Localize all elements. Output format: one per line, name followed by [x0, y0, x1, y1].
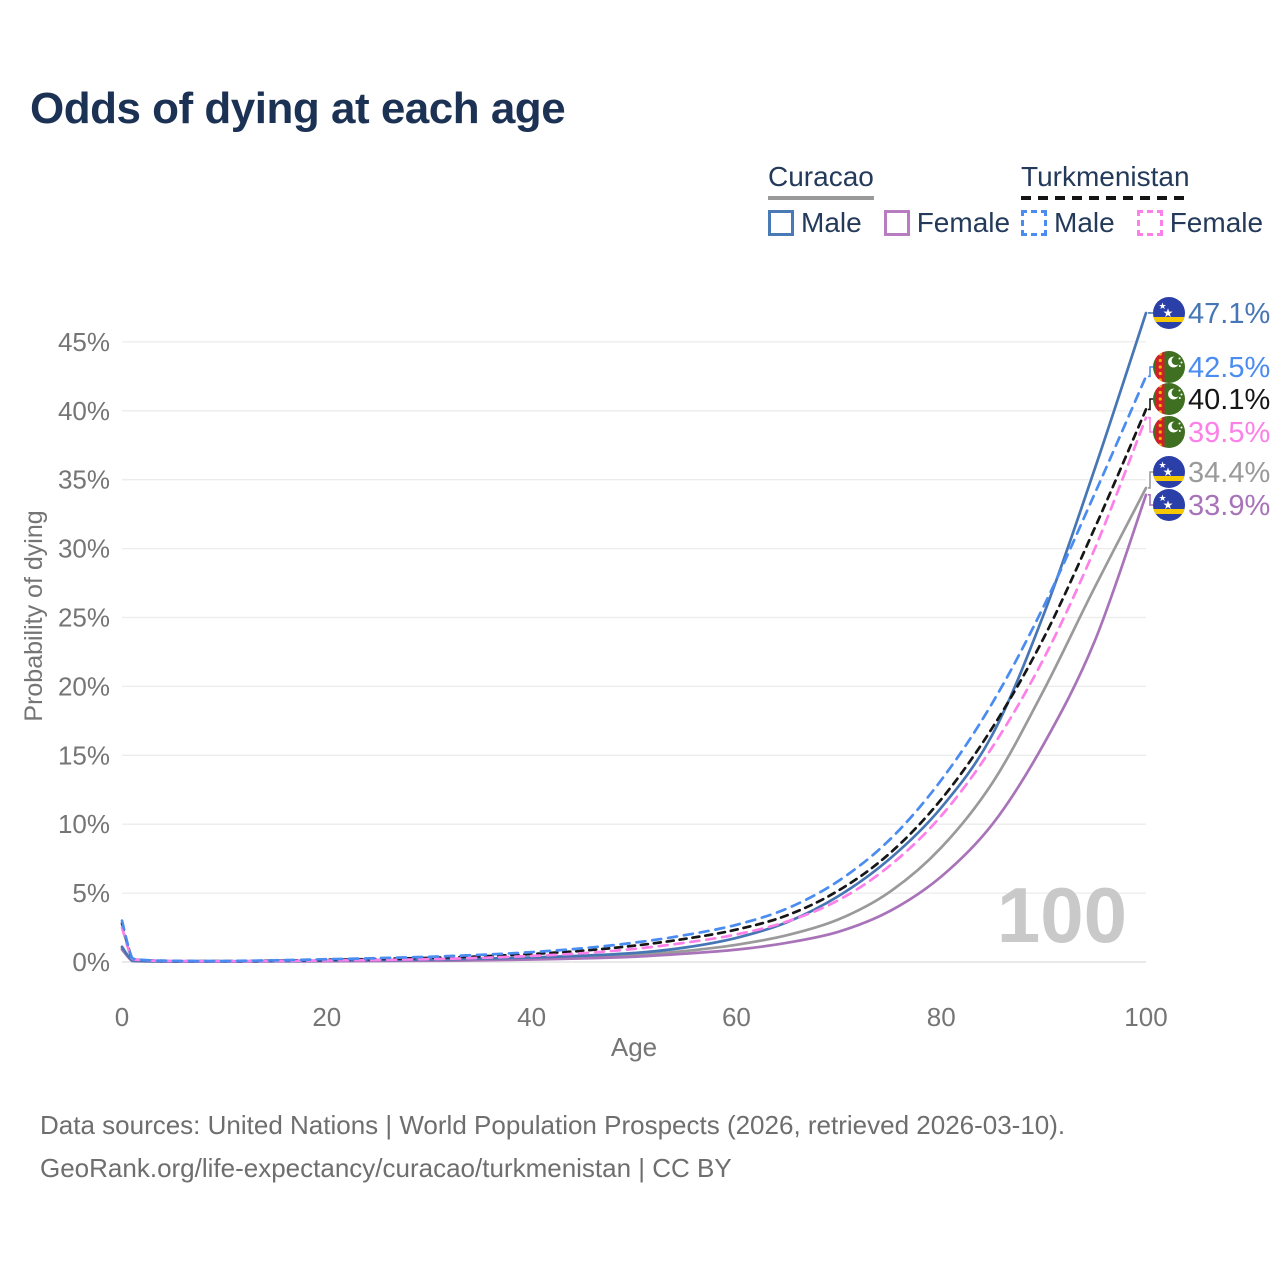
series-line-turkmenistan-male	[120, 375, 1148, 963]
age-watermark: 100	[997, 871, 1127, 959]
flag-curacao-icon: ★★	[1153, 456, 1185, 488]
y-axis-title: Probability of dying	[20, 510, 48, 721]
end-labels: ★★ 34.4%★★ 33.9%★★ 47.1%40.1%39.5%42.5%	[1148, 297, 1270, 522]
series-line-turkmenistan-female	[120, 416, 1148, 963]
legend-title-curacao: Curacao	[768, 161, 874, 200]
svg-text:★: ★	[1158, 301, 1166, 311]
curacao-male-swatch	[768, 210, 794, 236]
legend-item-curacao-female[interactable]: Female	[883, 207, 1011, 239]
series-line-turkmenistan-both	[120, 408, 1148, 963]
turkmenistan-male-swatch	[1021, 210, 1047, 236]
x-tick-label: 20	[312, 1002, 341, 1032]
y-tick-label: 20%	[58, 671, 110, 701]
x-tick-label: 80	[927, 1002, 956, 1032]
x-tick-label: 40	[517, 1002, 546, 1032]
svg-text:★: ★	[1158, 460, 1166, 470]
turkmenistan-male-label: Male	[1054, 207, 1115, 238]
x-tick-label: 60	[722, 1002, 751, 1032]
y-tick-label: 25%	[58, 603, 110, 633]
label-connector-turkmenistan-both	[1148, 398, 1153, 411]
legend-title-turkmenistan: Turkmenistan	[1021, 161, 1190, 200]
end-label-curacao-male: 47.1%	[1188, 298, 1270, 330]
turkmenistan-female-label: Female	[1169, 207, 1264, 238]
y-tick-label: 45%	[58, 327, 110, 357]
legend-item-turkmenistan-male[interactable]: Male	[1021, 207, 1115, 239]
turkmenistan-female-swatch	[1136, 210, 1163, 236]
legend-item-curacao-male[interactable]: Male	[768, 207, 862, 239]
gridlines: 0% 5% 10% 15% 20% 25% 30% 35% 40% 45% 0 20 40 60 80 100	[58, 327, 1168, 1032]
svg-text:★: ★	[1163, 498, 1174, 512]
x-axis-title: Age	[611, 1032, 657, 1062]
flag-turkmenistan-icon	[1153, 416, 1185, 448]
label-connector-turkmenistan-male	[1148, 366, 1153, 378]
attribution-line: GeoRank.org/life-expectancy/curacao/turk…	[40, 1153, 732, 1183]
svg-text:★: ★	[1163, 465, 1174, 479]
label-connector-curacao-female	[1148, 494, 1153, 506]
legend-group-curacao: Curacao Male Female	[768, 161, 1010, 239]
x-tick-label: 0	[115, 1002, 129, 1032]
y-tick-label: 15%	[58, 740, 110, 770]
y-tick-label: 30%	[58, 534, 110, 564]
y-tick-label: 0%	[72, 947, 110, 977]
label-connector-curacao-both	[1148, 471, 1153, 489]
flag-curacao-icon: ★★	[1153, 489, 1185, 521]
page-title: Odds of dying at each age	[30, 84, 566, 133]
series-line-curacao-both	[120, 486, 1148, 963]
chart-footer: Data sources: United Nations | World Pop…	[40, 1104, 1065, 1190]
flag-turkmenistan-icon	[1153, 383, 1185, 415]
end-label-curacao-female: 33.9%	[1188, 490, 1270, 522]
end-label-turkmenistan-both: 40.1%	[1188, 384, 1270, 416]
end-label-turkmenistan-female: 39.5%	[1188, 417, 1270, 449]
legend-item-turkmenistan-female[interactable]: Female	[1136, 207, 1264, 239]
end-label-turkmenistan-male: 42.5%	[1188, 352, 1270, 384]
curacao-female-label: Female	[916, 207, 1011, 238]
flag-turkmenistan-icon	[1153, 351, 1185, 383]
y-tick-label: 40%	[58, 396, 110, 426]
end-label-curacao-both: 34.4%	[1188, 457, 1270, 489]
label-connector-turkmenistan-female	[1148, 416, 1153, 433]
svg-text:★: ★	[1158, 493, 1166, 503]
data-sources-line: Data sources: United Nations | World Pop…	[40, 1110, 1066, 1140]
curacao-female-swatch	[883, 210, 910, 236]
flag-curacao-icon: ★★	[1153, 297, 1185, 329]
x-tick-label: 100	[1124, 1002, 1167, 1032]
curacao-male-label: Male	[801, 207, 862, 238]
y-tick-label: 10%	[58, 809, 110, 839]
legend-group-turkmenistan: Turkmenistan Male Female	[1021, 161, 1263, 239]
series-lines	[120, 311, 1148, 963]
y-tick-label: 5%	[72, 878, 110, 908]
y-tick-label: 35%	[58, 465, 110, 495]
svg-text:★: ★	[1163, 306, 1174, 320]
